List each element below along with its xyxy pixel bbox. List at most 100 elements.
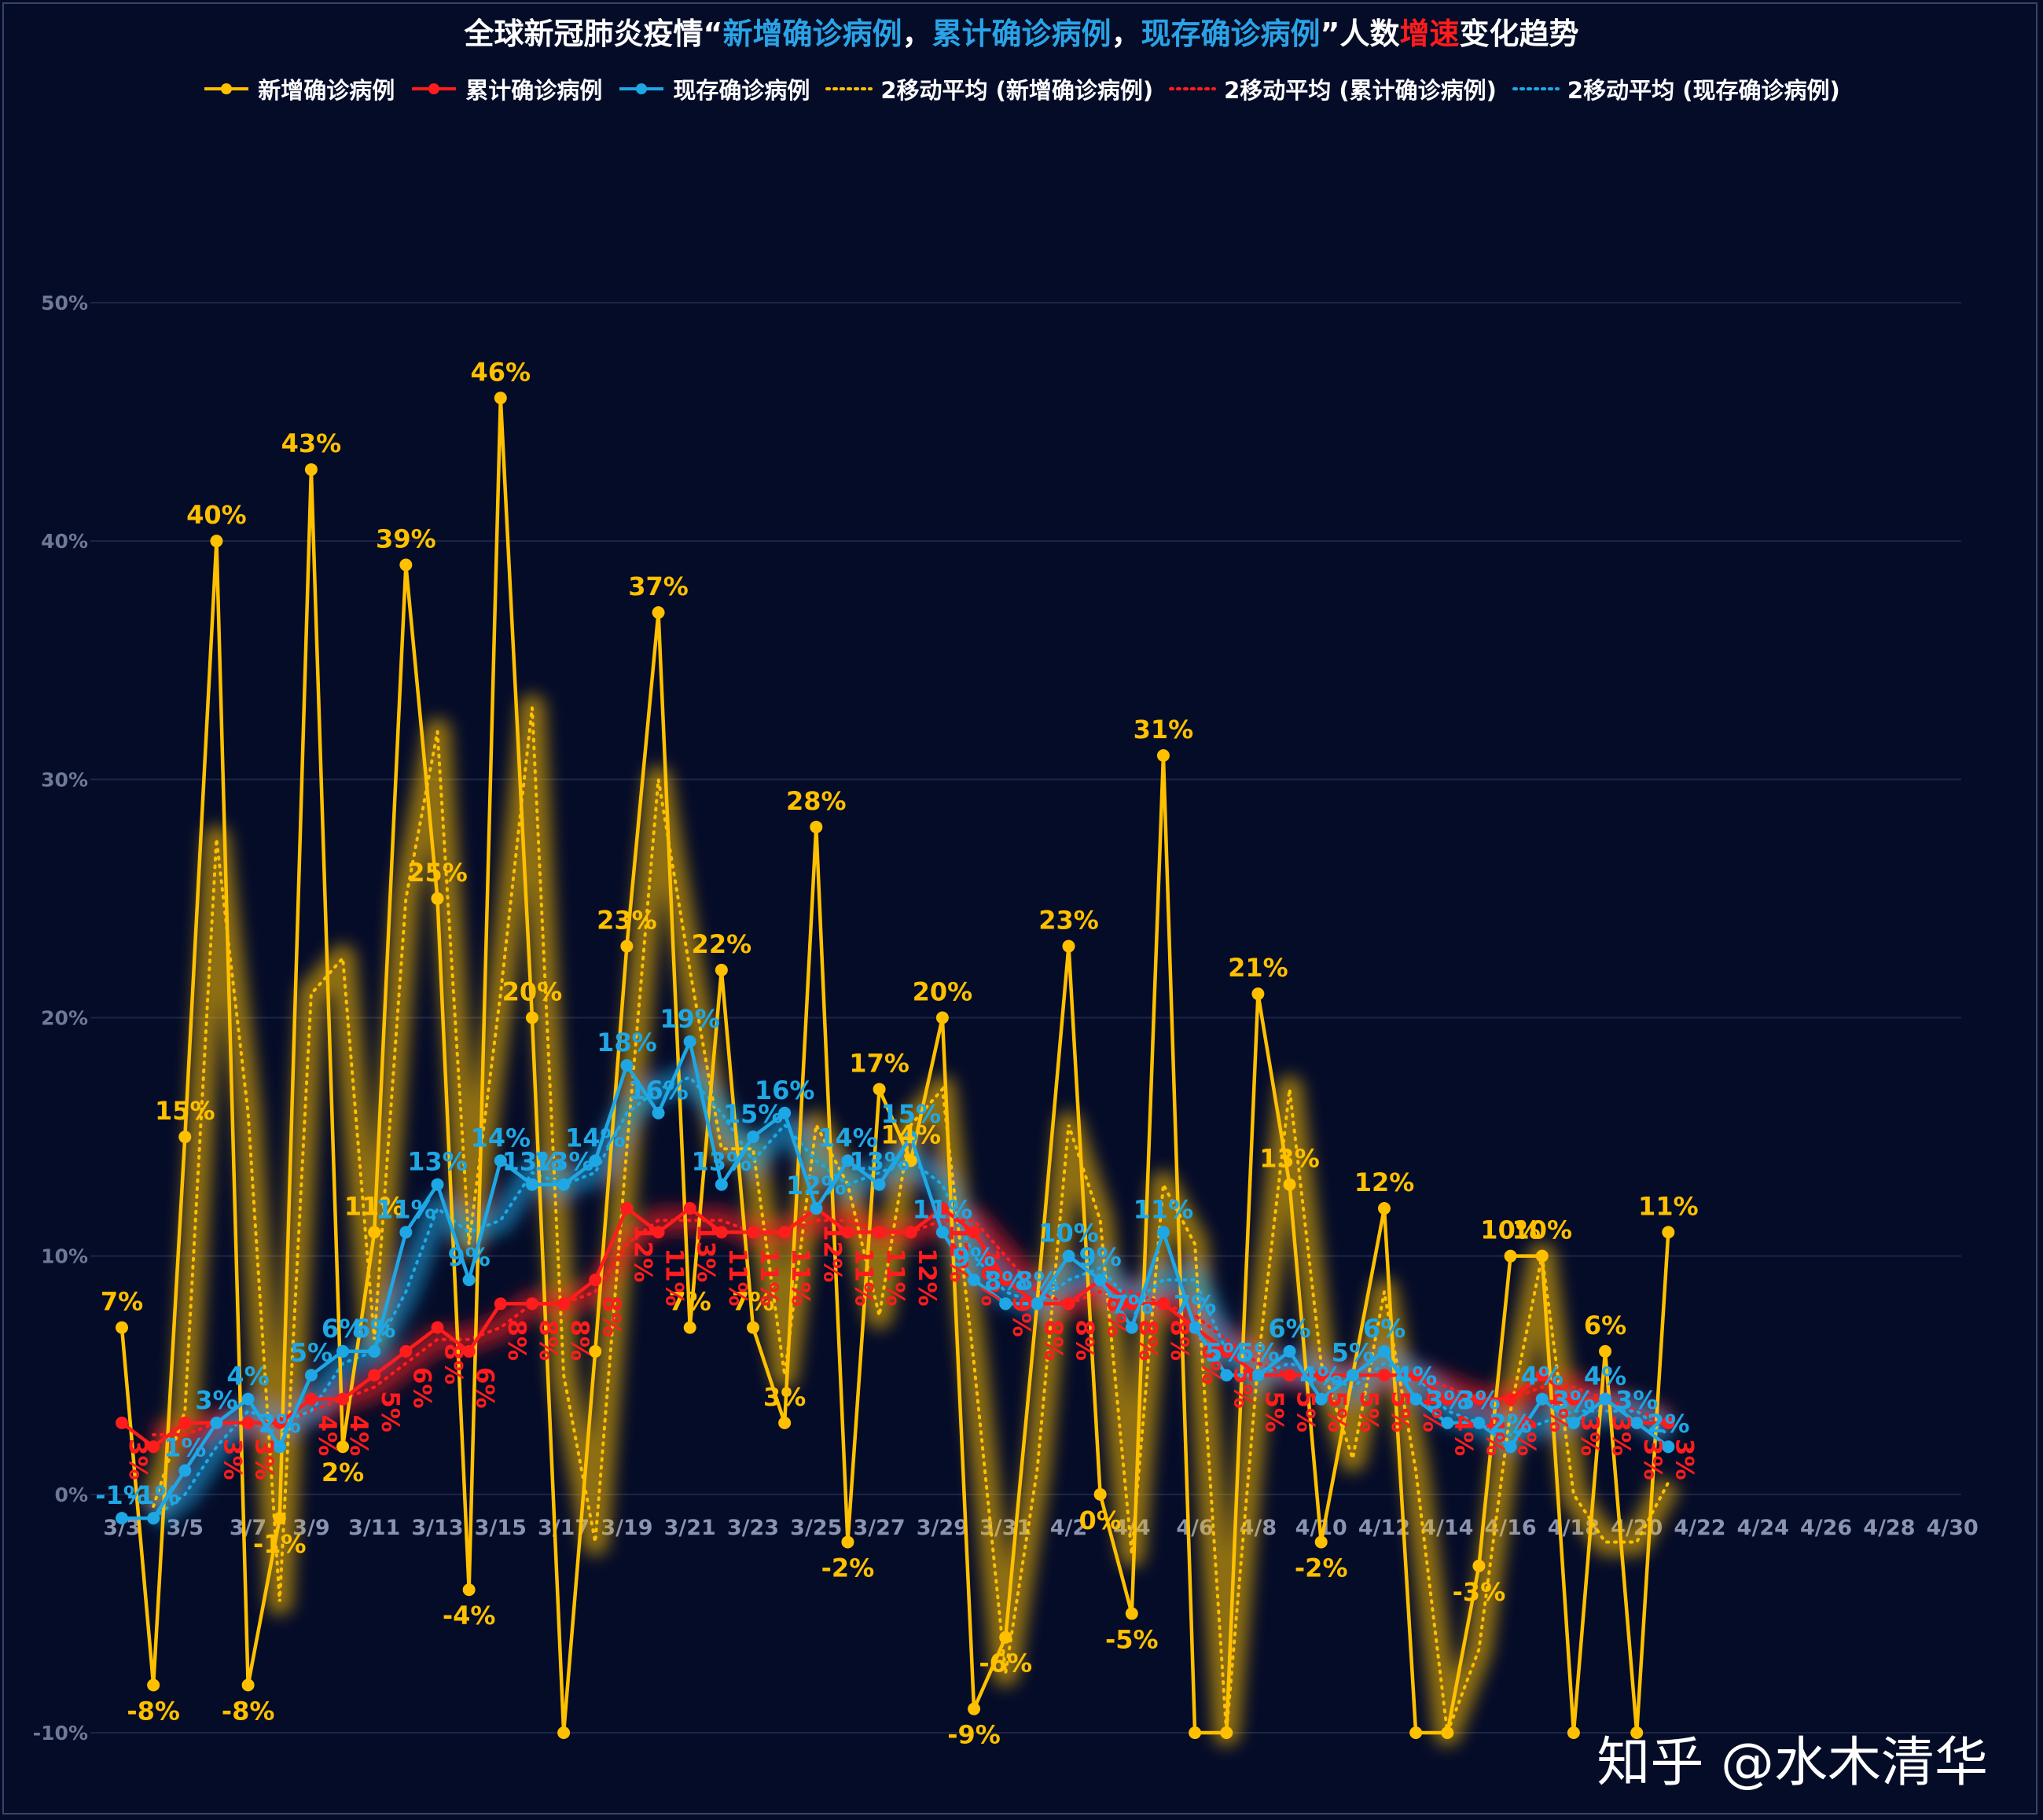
data-point — [1156, 1226, 1170, 1239]
data-point — [304, 1369, 318, 1382]
data-label: 5% — [1332, 1337, 1374, 1367]
series-markers — [116, 392, 1675, 1739]
series-line — [119, 396, 1670, 1735]
data-point — [304, 1392, 318, 1406]
data-label: 37% — [628, 572, 689, 601]
data-label: 13% — [1259, 1144, 1320, 1174]
data-point — [810, 820, 823, 833]
data-point — [399, 1226, 413, 1239]
data-label: 12% — [913, 1248, 941, 1306]
data-point — [1630, 1416, 1644, 1429]
data-label: 19% — [660, 1004, 720, 1034]
data-label: 8% — [1102, 1296, 1130, 1337]
data-label: 12% — [818, 1224, 846, 1282]
data-point — [968, 1226, 981, 1239]
data-point — [715, 1178, 728, 1191]
data-label: 11% — [881, 1248, 909, 1306]
data-point — [273, 1512, 286, 1525]
x-tick-label: 4/2 — [1050, 1516, 1087, 1540]
data-label: -2% — [1295, 1553, 1348, 1583]
y-tick-label: 10% — [41, 1245, 88, 1268]
data-point — [1062, 1249, 1075, 1263]
data-label: 11% — [786, 1248, 814, 1306]
data-label: 11% — [376, 1194, 436, 1224]
data-label: 5% — [290, 1337, 333, 1367]
data-point — [652, 606, 665, 620]
data-label: 20% — [502, 977, 563, 1007]
data-point — [1125, 1297, 1138, 1311]
legend-label: 2移动平均 (现存确诊病例) — [1567, 77, 1840, 104]
data-label: 11% — [1638, 1191, 1699, 1221]
data-label: 8% — [1134, 1319, 1162, 1361]
data-point — [1441, 1392, 1454, 1406]
data-label: 14% — [818, 1123, 878, 1153]
data-point — [1472, 1392, 1486, 1406]
legend-item-new-cases[interactable]: 新增确诊病例 — [203, 72, 395, 105]
data-label: 5% — [1354, 1391, 1383, 1432]
y-tick-label: -10% — [33, 1722, 88, 1745]
legend-item-ma-cumulative-cases[interactable]: 2移动平均 (累计确诊病例) — [1169, 72, 1497, 105]
legend-item-ma-active-cases[interactable]: 2移动平均 (现存确诊病例) — [1512, 72, 1840, 105]
data-label: 5% — [1323, 1391, 1351, 1432]
legend-item-cumulative-cases[interactable]: 累计确诊病例 — [410, 72, 602, 105]
data-label: 3% — [123, 1439, 152, 1480]
data-point — [1346, 1369, 1359, 1382]
data-point — [462, 1583, 476, 1597]
data-point — [747, 1321, 759, 1334]
data-point — [210, 535, 223, 548]
data-point — [557, 1178, 571, 1191]
data-label: 3% — [1552, 1385, 1595, 1415]
data-point — [1189, 1321, 1202, 1334]
data-label: -5% — [1105, 1624, 1159, 1654]
data-label: 11% — [849, 1248, 877, 1306]
data-point — [715, 963, 728, 976]
data-point — [683, 1321, 696, 1334]
data-point — [620, 1202, 634, 1215]
data-label: 8% — [1071, 1319, 1099, 1361]
data-label: 4% — [1544, 1391, 1572, 1432]
data-point — [399, 1344, 413, 1358]
data-label: 16% — [628, 1075, 689, 1105]
data-point — [1031, 1297, 1044, 1311]
data-point — [1283, 1369, 1296, 1382]
data-label: 11% — [660, 1248, 689, 1306]
data-point — [431, 1321, 444, 1334]
data-point — [1535, 1392, 1549, 1406]
data-point — [999, 1297, 1012, 1311]
data-label: 3% — [763, 1382, 806, 1412]
data-point — [683, 1202, 696, 1215]
data-label: -2% — [821, 1553, 875, 1583]
data-label: 8% — [565, 1319, 593, 1361]
data-label: 12% — [786, 1171, 847, 1200]
data-point — [1314, 1392, 1328, 1406]
data-point — [841, 1535, 854, 1549]
data-point — [1599, 1344, 1612, 1358]
data-point — [1472, 1559, 1486, 1572]
data-point — [1472, 1416, 1486, 1429]
data-point — [494, 1297, 507, 1311]
data-point — [1630, 1726, 1644, 1739]
data-label: 9% — [1078, 1242, 1121, 1272]
data-label: 7% — [732, 1287, 774, 1317]
data-point — [999, 1273, 1012, 1286]
data-label: 43% — [281, 428, 342, 458]
data-point — [1125, 1607, 1138, 1620]
data-label: 17% — [849, 1048, 909, 1078]
y-tick-label: 0% — [55, 1484, 88, 1506]
data-label: 5% — [1205, 1337, 1247, 1367]
data-label: 12% — [1354, 1167, 1415, 1197]
x-tick-label: 3/15 — [475, 1516, 527, 1540]
data-label: 13% — [534, 1147, 594, 1177]
data-label: 14% — [880, 1120, 941, 1149]
data-label: 8% — [534, 1319, 562, 1361]
data-point — [241, 1678, 255, 1692]
legend-swatch-ma-active-cases — [1512, 87, 1560, 90]
legend-item-active-cases[interactable]: 现存确诊病例 — [618, 72, 810, 105]
legend-swatch-ma-new-cases — [825, 87, 873, 90]
legend-item-ma-new-cases[interactable]: 2移动平均 (新增确诊病例) — [825, 72, 1153, 105]
data-label: 9% — [953, 1242, 995, 1272]
data-label: 10% — [1038, 1219, 1099, 1248]
data-point — [1662, 1416, 1675, 1429]
data-label: 3% — [1670, 1439, 1698, 1480]
